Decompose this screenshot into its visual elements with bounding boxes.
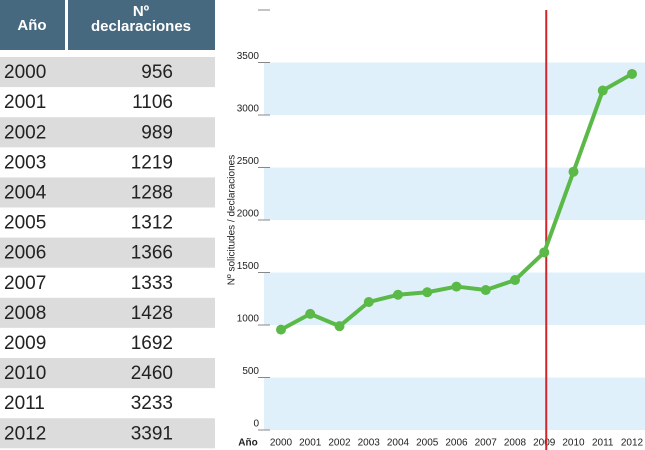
x-tick-label: 2007	[475, 438, 498, 449]
y-tick-label: 2500	[237, 156, 260, 167]
y-tick-label: 3500	[237, 51, 260, 62]
cell: 2006	[4, 243, 46, 264]
cell: 2007	[4, 273, 46, 294]
cell: 2011	[4, 393, 45, 414]
data-point	[393, 289, 403, 300]
header-text: Nº	[133, 3, 150, 20]
x-tick-label: 2004	[387, 438, 410, 449]
cell: 1106	[132, 92, 173, 113]
x-tick-label: 2011	[592, 438, 614, 449]
x-tick-label: 2010	[562, 438, 585, 449]
cell: 2004	[4, 182, 47, 203]
cell: 1333	[131, 273, 173, 294]
cell: 3233	[131, 393, 173, 414]
data-point	[627, 68, 637, 79]
data-point	[422, 287, 433, 298]
cell: 2003	[4, 152, 46, 173]
data-point	[305, 308, 316, 319]
cell: 2460	[131, 363, 173, 384]
x-tick-label: 2006	[445, 438, 468, 449]
row-band	[0, 177, 215, 208]
cell: 2008	[4, 303, 46, 324]
cell: 3391	[131, 423, 173, 444]
data-point	[539, 247, 550, 258]
data-point	[334, 321, 345, 332]
cell: 2000	[4, 62, 46, 83]
cell: 1428	[131, 303, 173, 324]
cell: 1312	[131, 213, 173, 234]
cell: 2009	[4, 333, 46, 354]
cell: 956	[141, 62, 173, 83]
row-band	[0, 237, 215, 268]
cell: 1366	[131, 243, 173, 264]
cell: 2012	[4, 423, 46, 444]
cell: 2010	[4, 363, 46, 384]
header-cell	[0, 0, 65, 50]
data-point	[451, 281, 462, 292]
x-tick-label: 2001	[299, 438, 322, 449]
y-tick-label: 2000	[237, 209, 260, 220]
row-band	[0, 358, 215, 389]
x-tick-label: 2002	[328, 438, 351, 449]
grid-band	[264, 62, 645, 115]
x-tick-label: 2000	[270, 438, 293, 449]
header-text: Año	[17, 17, 46, 34]
row-band	[0, 57, 215, 88]
header-text: declaraciones	[91, 18, 191, 35]
data-point	[597, 85, 608, 96]
grid-band	[264, 272, 645, 325]
header-cell	[68, 0, 215, 50]
grid-band	[264, 167, 645, 220]
cell: 2002	[4, 122, 46, 143]
y-axis-label: Nº solicitudes / declaraciones	[227, 155, 238, 285]
data-point	[363, 297, 374, 308]
y-tick-label: 1500	[237, 261, 260, 272]
row-band	[0, 297, 215, 328]
row-band	[0, 117, 215, 148]
cell: 1219	[131, 152, 173, 173]
y-tick-label: 500	[242, 366, 259, 377]
cell: 989	[141, 122, 173, 143]
data-point	[480, 285, 491, 296]
y-tick-label: 3000	[237, 104, 260, 115]
x-tick-label: 2008	[504, 438, 527, 449]
row-band	[0, 418, 215, 449]
data-point	[276, 324, 286, 335]
cell: 1288	[131, 182, 173, 203]
x-tick-label: 2009	[533, 438, 556, 449]
x-tick-label: 2005	[416, 438, 439, 449]
y-tick-label: 0	[253, 419, 259, 430]
x-tick-label: 2012	[621, 438, 644, 449]
y-tick-label: 1000	[237, 314, 260, 325]
cell: 1692	[131, 333, 173, 354]
x-axis-label: Año	[238, 438, 257, 449]
grid-band	[264, 377, 645, 430]
cell: 2001	[4, 92, 46, 113]
cell: 2005	[4, 213, 46, 234]
data-point	[568, 166, 579, 177]
data-point	[510, 275, 520, 286]
x-tick-label: 2003	[358, 438, 381, 449]
